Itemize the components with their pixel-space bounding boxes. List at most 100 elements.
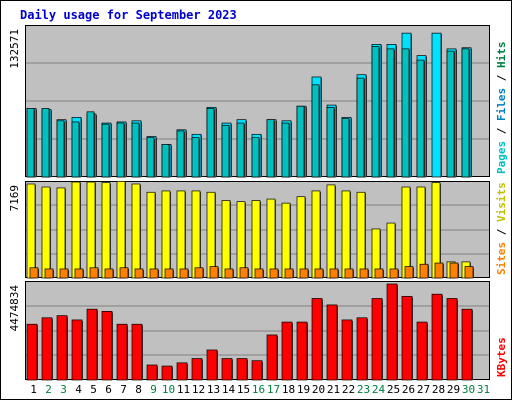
visits-bar (161, 190, 171, 279)
pages-bar (296, 105, 305, 178)
sites-bar (314, 268, 324, 279)
hits-panel-legend: Pages / Files / Hits (495, 42, 508, 175)
pages-bar (341, 118, 350, 178)
pages-bar (266, 119, 275, 178)
pages-bar (251, 137, 260, 178)
kbytes-bar (131, 323, 143, 381)
kbytes-bar (161, 365, 173, 381)
kbytes-bar (341, 319, 353, 381)
visits-bar (146, 191, 156, 279)
kbytes-bar (371, 298, 383, 381)
visits-bar (356, 191, 366, 279)
visits-bar (326, 184, 336, 279)
visits-bar (116, 181, 126, 279)
pages-bar (86, 111, 95, 178)
visits-bar (101, 182, 111, 279)
pages-bar (236, 122, 245, 178)
kbytes-bar (221, 358, 233, 381)
kbytes-bar (101, 310, 113, 381)
pages-bar (311, 84, 320, 178)
visits-bar (341, 190, 351, 279)
x-tick-label: 8 (135, 383, 142, 396)
kbytes-bar (461, 308, 473, 381)
pages-bar (206, 108, 215, 178)
hits-panel-legend-entry: / (495, 121, 508, 141)
x-tick-label: 15 (237, 383, 250, 396)
visits-bar (191, 190, 201, 279)
sites-bar (359, 268, 369, 279)
sites-bar (449, 262, 459, 279)
kbytes-bar (431, 293, 443, 381)
sites-bar (404, 266, 414, 279)
kbytes-bar (311, 298, 323, 381)
visits-bar (296, 196, 306, 279)
pages-bar (56, 120, 65, 178)
x-tick-label: 17 (267, 383, 280, 396)
hits-panel-legend-entry: / (495, 68, 508, 88)
x-tick-label: 9 (150, 383, 157, 396)
sites-bar (194, 267, 204, 279)
visits-bar (86, 181, 96, 279)
visits-bar (41, 186, 51, 279)
sites-bar (464, 266, 474, 279)
kbytes-bar (281, 321, 293, 381)
chart-title: Daily usage for September 2023 (20, 8, 237, 22)
kbytes-bar (176, 362, 188, 381)
sites-bar (434, 262, 444, 279)
sites-bar (59, 268, 69, 279)
sites-bar (254, 268, 264, 279)
sites-bar (284, 268, 294, 279)
x-tick-label: 30 (462, 383, 475, 396)
kbytes-bar (206, 349, 218, 381)
pages-bar (161, 144, 170, 178)
visits-bar (56, 187, 66, 279)
sites-bar (269, 268, 279, 279)
sites-bar (89, 267, 99, 279)
sites-bar (239, 267, 249, 279)
kbytes-bar (41, 317, 53, 381)
pages-bar (41, 108, 50, 178)
pages-bar (386, 48, 395, 178)
sites-bar (329, 268, 339, 279)
sites-bar (164, 268, 174, 279)
pages-bar (371, 46, 380, 178)
sites-bar (419, 263, 429, 279)
x-tick-label: 21 (327, 383, 340, 396)
hits-panel-ymax-label: 132571 (8, 29, 21, 69)
x-tick-label: 14 (222, 383, 236, 396)
visits-panel-legend-entry: Visits (495, 182, 508, 222)
kbytes-bar (416, 321, 428, 381)
hits-panel-legend-entry: Pages (495, 141, 508, 174)
pages-bar (191, 137, 200, 178)
x-tick-label: 1 (30, 383, 37, 396)
kbytes-panel-legend-entry: KBytes (495, 337, 508, 377)
x-tick-label: 18 (282, 383, 295, 396)
kbytes-bar (401, 295, 413, 381)
visits-bar (266, 198, 276, 279)
pages-bar (71, 121, 80, 178)
kbytes-bar (446, 298, 458, 381)
x-tick-label: 29 (447, 383, 460, 396)
x-tick-label: 7 (120, 383, 127, 396)
kbytes-bar (191, 358, 203, 381)
pages-bar (461, 48, 470, 178)
x-tick-label: 22 (342, 383, 355, 396)
visits-panel-legend: Sites / Visits (495, 182, 508, 275)
x-tick-label: 4 (75, 383, 82, 396)
visits-panel-ymax-label: 7169 (8, 185, 21, 212)
pages-bar (356, 77, 365, 178)
pages-bar (146, 137, 155, 178)
kbytes-bar (71, 319, 83, 381)
pages-bar (176, 130, 185, 178)
sites-bar (149, 268, 159, 279)
pages-bar (221, 124, 230, 178)
kbytes-bar (26, 323, 38, 381)
sites-bar (389, 268, 399, 279)
visits-bar (26, 183, 36, 279)
kbytes-bar (356, 317, 368, 381)
pages-bar (401, 48, 410, 178)
kbytes-panel-ymax-label: 4474834 (8, 285, 21, 332)
visits-bar (311, 190, 321, 279)
visits-bar (71, 181, 81, 279)
